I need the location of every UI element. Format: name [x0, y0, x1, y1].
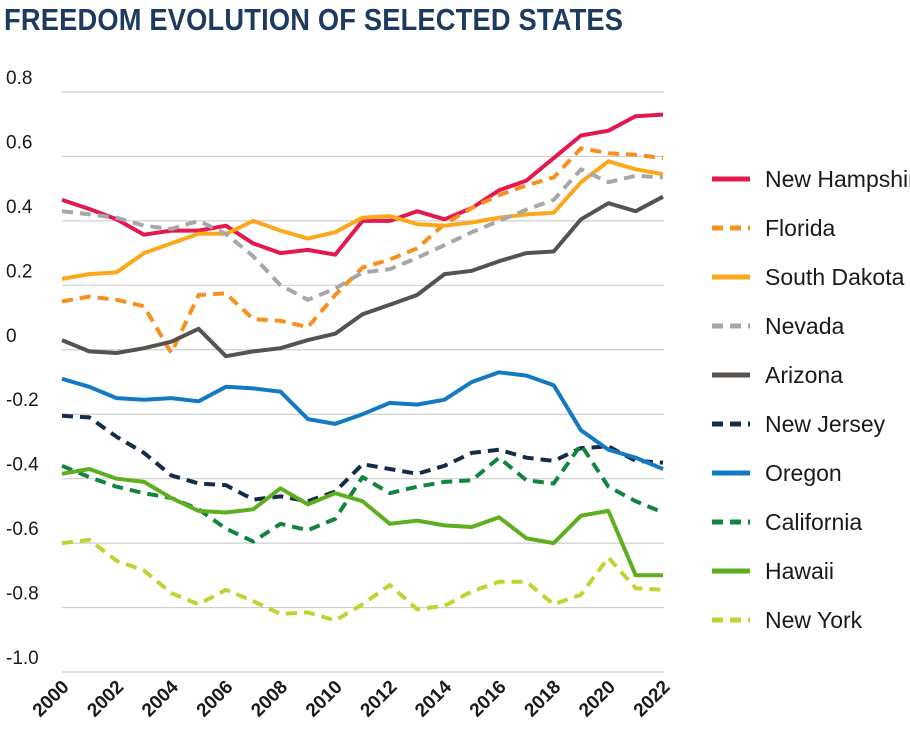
legend-label-nevada: Nevada: [765, 313, 844, 339]
x-tick-label: 2016: [466, 677, 511, 722]
y-tick-label: -0.4: [6, 455, 39, 476]
legend-label-arizona: Arizona: [765, 362, 843, 388]
x-tick-label: 2014: [411, 676, 456, 721]
series-line-new-jersey: [61, 413, 664, 504]
x-axis-ticks: 2000 2002 2004 2006 2008 2010 2012 2014 2016 2018…: [29, 676, 675, 721]
series-line-new-york: [61, 537, 664, 623]
legend-label-florida: Florida: [765, 215, 836, 241]
x-tick-label: 2004: [138, 676, 183, 721]
y-tick-label: 0.8: [6, 68, 32, 89]
legend-label-new-york: New York: [765, 607, 863, 633]
series-line-oregon: [61, 370, 664, 471]
x-tick-label: 2000: [29, 677, 74, 722]
legend-label-oregon: Oregon: [765, 460, 842, 486]
series-line-florida: [61, 146, 664, 355]
legend-label-new-hampshire: New Hampshire: [765, 166, 910, 192]
series-line-south-dakota: [61, 159, 664, 281]
x-tick-label: 2008: [247, 677, 292, 722]
x-tick-label: 2020: [575, 677, 620, 722]
series-line-hawaii: [61, 467, 663, 578]
y-tick-label: -1.0: [6, 648, 39, 669]
y-tick-label: -0.8: [6, 584, 39, 605]
legend-label-new-jersey: New Jersey: [765, 411, 886, 437]
y-tick-label: -0.2: [6, 390, 39, 411]
y-tick-label: 0.4: [6, 197, 33, 218]
x-tick-label: 2022: [630, 677, 675, 722]
x-tick-label: 2002: [83, 677, 128, 722]
x-tick-label: 2012: [357, 677, 402, 722]
gridlines: [62, 91, 664, 673]
y-tick-label: 0.2: [6, 261, 32, 282]
series-lines: [61, 112, 664, 623]
y-tick-label: 0: [6, 326, 17, 347]
x-tick-label: 2006: [193, 677, 238, 722]
y-tick-label: 0.6: [6, 132, 32, 153]
series-line-new-hampshire: [61, 112, 664, 257]
y-tick-label: -0.6: [6, 519, 39, 540]
y-axis-ticks: 0.8 0.6 0.4 0.2 0 -0.2 -0.4 -0.6 -0.8 -1.0: [6, 68, 39, 669]
series-line-california: [61, 442, 664, 544]
chart-title: FREEDOM EVOLUTION OF SELECTED STATES: [4, 2, 624, 37]
x-tick-label: 2018: [521, 677, 566, 722]
legend-label-south-dakota: South Dakota: [765, 264, 905, 290]
legend: New Hampshire Florida South Dakota Nevada Ar…: [712, 166, 910, 633]
legend-label-hawaii: Hawaii: [765, 558, 834, 584]
series-line-arizona: [61, 194, 664, 359]
x-tick-label: 2010: [302, 677, 347, 722]
legend-label-california: California: [765, 509, 862, 535]
